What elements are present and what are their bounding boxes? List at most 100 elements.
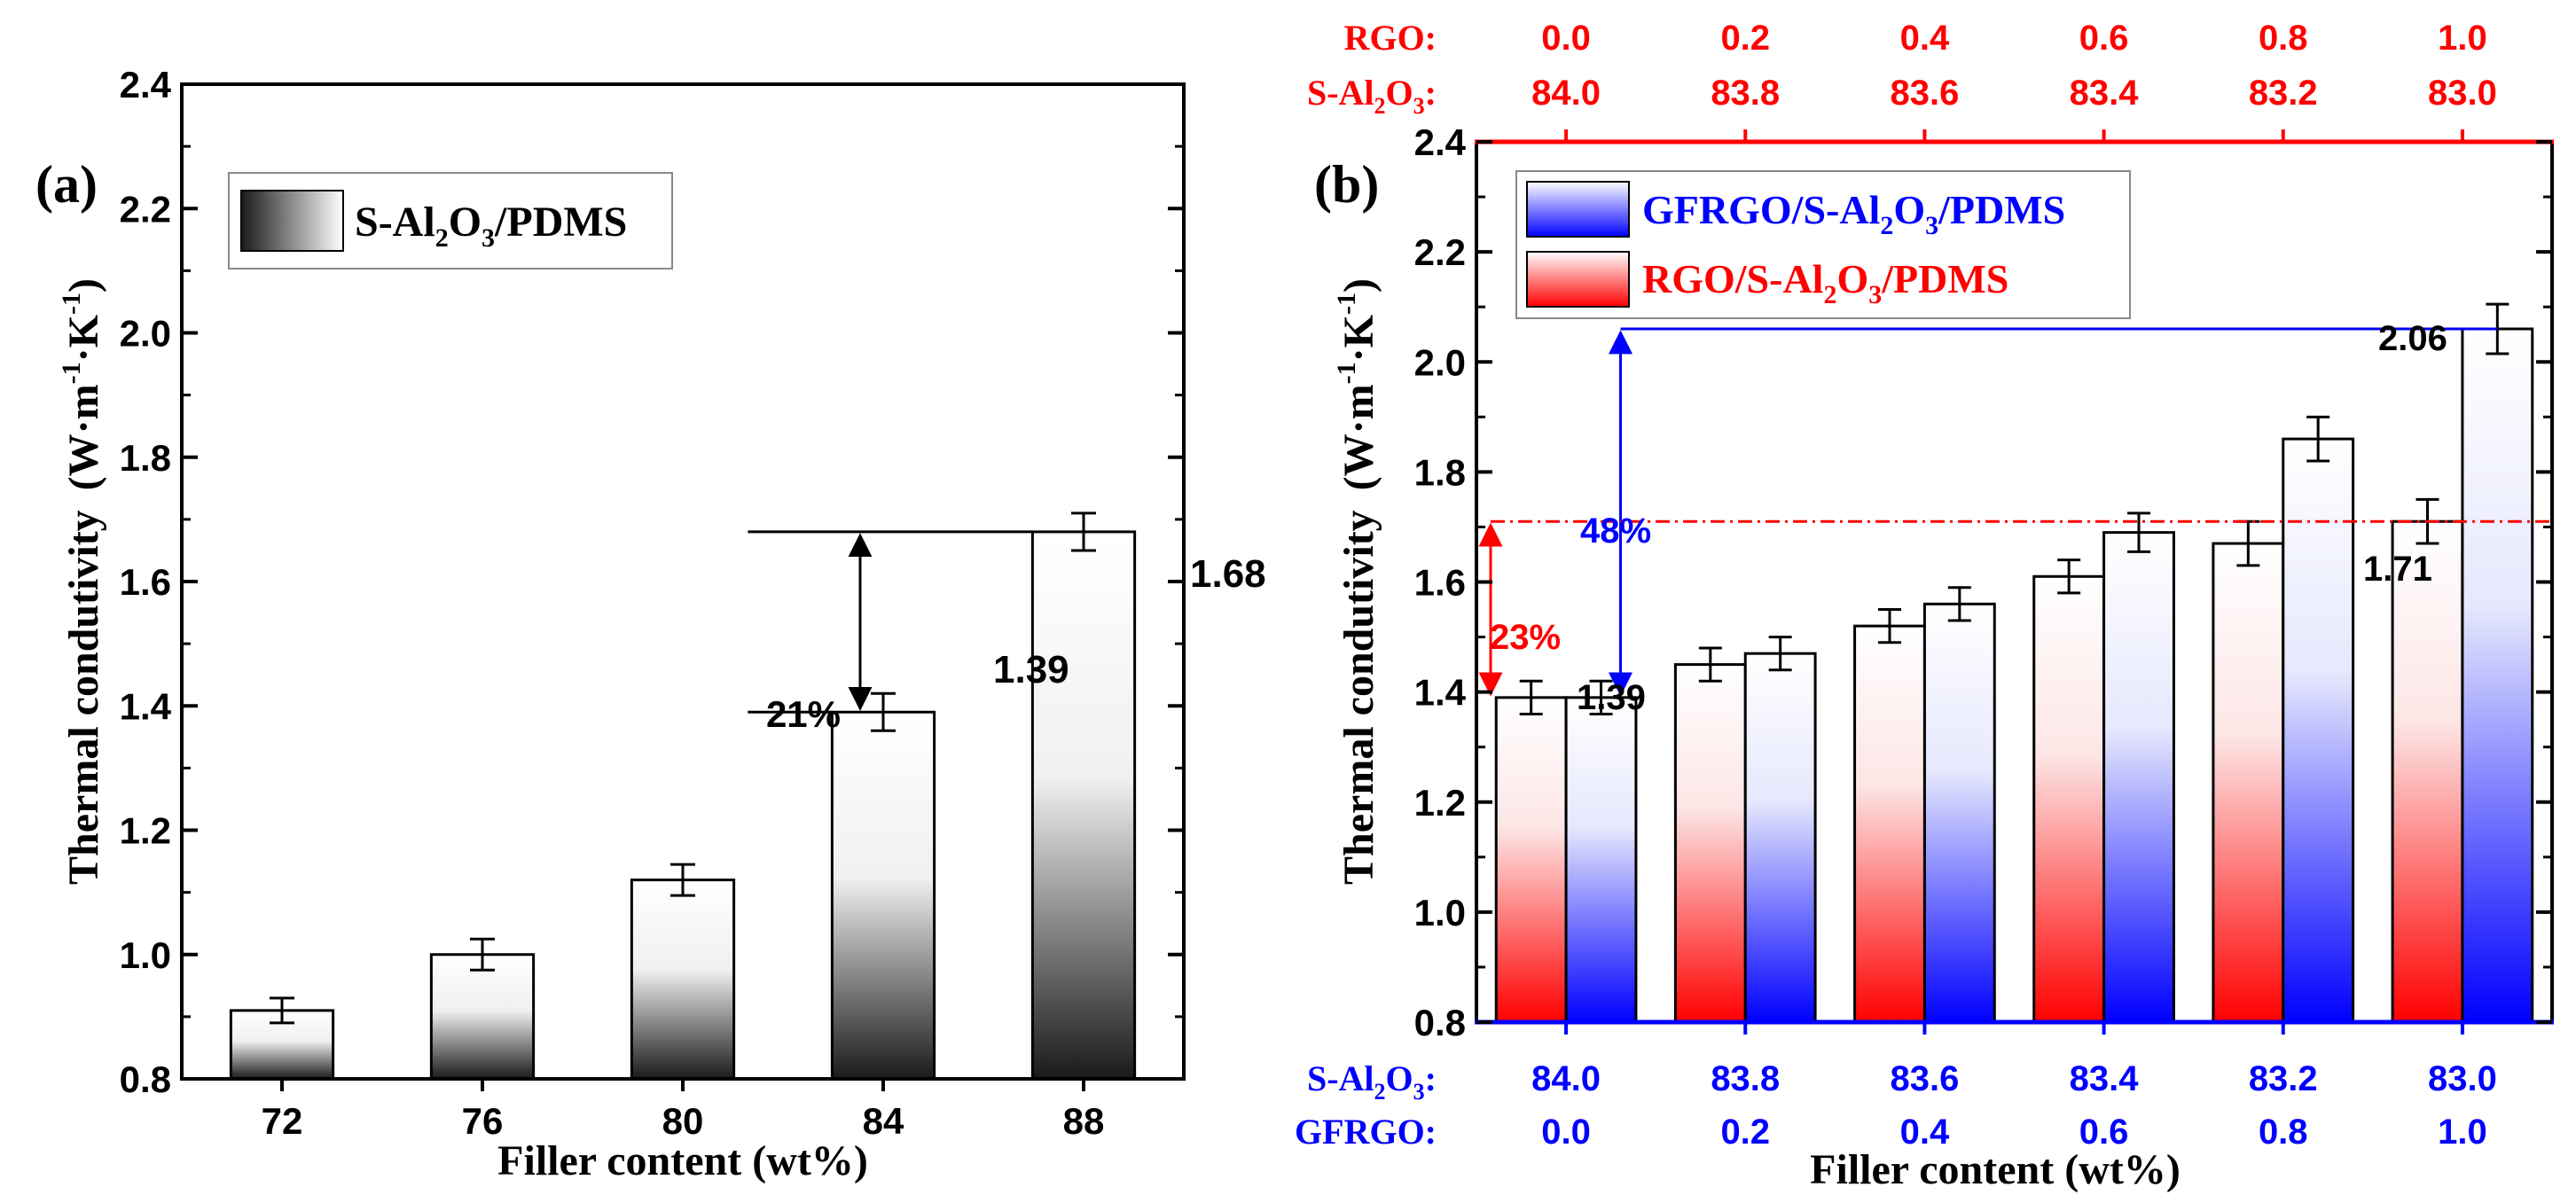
panel-b-top-row1-value-0: 0.0 — [1541, 19, 1591, 58]
panel-a-bracket — [748, 530, 1033, 714]
panel-a-ytick-label-0.8: 0.8 — [120, 1058, 171, 1100]
panel-b-bar-red-5 — [2391, 519, 2464, 1024]
panel-a-data-label-1.68: 1.68 — [1190, 552, 1266, 596]
panel-a-legend: S-Al2O3/PDMS — [228, 172, 673, 269]
panel-b-legend-text-red: RGO/S-Al2O3/PDMS — [1642, 256, 2008, 309]
panel-b-top-row1-label: RGO: — [1344, 18, 1437, 58]
panel-b-ytick-label-1.2: 1.2 — [1414, 782, 1466, 824]
panel-b-bottom-row2-value-0: 0.0 — [1541, 1113, 1591, 1152]
panel-a-annotation-21pct: 21% — [766, 693, 841, 735]
panel-a-xaxis: 72 76 80 84 88 — [262, 1079, 1105, 1142]
panel-b-xlabel: Filler content (wt%) — [1810, 1146, 2181, 1193]
panel-b-ytick-label-1.0: 1.0 — [1414, 892, 1466, 933]
panel-b-errorbars — [1519, 302, 2509, 715]
panel-a-xtick-label-72: 72 — [262, 1100, 303, 1142]
panel-b-top-row1-value-5: 1.0 — [2438, 19, 2487, 58]
panel-b-bar-red-1 — [1673, 663, 1747, 1024]
panel-b: 0.8 1.0 1.2 1.4 1.6 1.8 2.0 2.2 2.4 0.0 84.0 0.2 83… — [1295, 18, 2554, 1193]
panel-a-ytick-label-1.0: 1.0 — [120, 934, 171, 976]
panel-b-data-label-1.71: 1.71 — [2363, 550, 2432, 589]
panel-b-bottom-row1-value-2: 83.6 — [1890, 1059, 1959, 1098]
panel-b-top-row2-value-2: 83.6 — [1890, 74, 1959, 113]
panel-b-bottom-row1-value-5: 83.0 — [2428, 1059, 2497, 1098]
panel-b-ytick-label-0.8: 0.8 — [1414, 1002, 1466, 1043]
panel-b-bar-blue-2 — [1922, 602, 1996, 1024]
panel-b-legend-swatch-red — [1526, 251, 1630, 308]
panel-b-bar-blue-1 — [1743, 652, 1817, 1024]
panel-b-bars — [1494, 327, 2534, 1024]
panel-a-bar-84 — [830, 710, 936, 1081]
panel-a-ytick-label-2.2: 2.2 — [120, 188, 171, 230]
panel-b-bar-blue-3 — [2102, 531, 2175, 1024]
panel-a-yaxis: 0.8 1.0 1.2 1.4 1.6 1.8 2.0 2.2 2.4 — [120, 64, 1184, 1100]
panel-b-annotation-48pct: 48% — [1580, 512, 1651, 551]
panel-b-bottom-ticks: 84.0 0.0 83.8 0.2 83.6 0.4 83.4 0.6 83.2 0.8 83.0 1… — [1531, 1022, 2497, 1152]
panel-b-ylabel: Thermal condutivity(W·m-1·K-1) — [1332, 278, 1382, 885]
panel-b-top-row1-value-1: 0.2 — [1720, 19, 1770, 58]
panel-b-bar-red-0 — [1494, 696, 1568, 1024]
panel-b-reflines — [1478, 327, 2552, 697]
panel-a-bars — [229, 530, 1137, 1081]
panel-b-bottom-row2-value-3: 0.6 — [2079, 1113, 2129, 1152]
panel-b-bottom-row2-value-5: 1.0 — [2438, 1113, 2487, 1152]
panel-b-ytick-label-2.2: 2.2 — [1414, 231, 1466, 273]
panel-b-bottom-row2-value-1: 0.2 — [1720, 1113, 1770, 1152]
panel-b-ytick-label-1.8: 1.8 — [1414, 451, 1466, 493]
panel-b-top-row1-value-3: 0.6 — [2079, 19, 2129, 58]
panel-a-xtick-label-84: 84 — [863, 1100, 904, 1142]
panel-b-data-label-2.06: 2.06 — [2378, 319, 2447, 358]
panel-b-ytick-label-1.4: 1.4 — [1414, 672, 1467, 714]
panel-b-bottom-row2-value-4: 0.8 — [2259, 1113, 2308, 1152]
panel-b-yaxis: 0.8 1.0 1.2 1.4 1.6 1.8 2.0 2.2 2.4 — [1414, 121, 2552, 1043]
panel-b-label: (b) — [1314, 155, 1379, 214]
panel-a-legend-swatch — [240, 190, 344, 252]
panel-b-bar-blue-4 — [2282, 437, 2355, 1024]
panel-b-data-label-1.39: 1.39 — [1577, 678, 1646, 717]
panel-b-bottom-row1-label: S-Al2O3: — [1307, 1058, 1437, 1105]
panel-b-bar-red-2 — [1853, 624, 1926, 1024]
panel-b-ytick-label-1.6: 1.6 — [1414, 562, 1466, 604]
panel-a-xlabel: Filler content (wt%) — [497, 1137, 868, 1184]
panel-b-top-row1-value-4: 0.8 — [2259, 19, 2308, 58]
panel-b-bottom-row1-value-4: 83.2 — [2249, 1059, 2318, 1098]
panel-a-legend-text: S-Al2O3/PDMS — [355, 199, 627, 253]
panel-a-xtick-label-80: 80 — [662, 1100, 704, 1142]
panel-b-bar-red-4 — [2212, 542, 2285, 1024]
panel-a-ytick-label-1.6: 1.6 — [120, 561, 171, 603]
panel-b-legend-text-blue: GFRGO/S-Al2O3/PDMS — [1642, 187, 2065, 240]
panel-b-bottom-row1-value-3: 83.4 — [2070, 1059, 2140, 1098]
panel-b-top-row2-value-5: 83.0 — [2428, 74, 2497, 113]
panel-a-ytick-label-2.0: 2.0 — [120, 313, 171, 355]
panel-b-bottom-row1-value-1: 83.8 — [1711, 1059, 1780, 1098]
panel-a-errorbars — [270, 512, 1096, 1025]
panel-a-bar-76 — [429, 953, 536, 1081]
panel-b-top-row2-value-1: 83.8 — [1711, 74, 1780, 113]
panel-a-ytick-label-1.2: 1.2 — [120, 810, 171, 852]
panel-b-top-row2-value-4: 83.2 — [2249, 74, 2318, 113]
panel-b-legend: GFRGO/S-Al2O3/PDMS RGO/S-Al2O3/PDMS — [1515, 170, 2131, 319]
panel-b-ytick-label-2.4: 2.4 — [1414, 121, 1467, 163]
panel-a-ytick-label-1.4: 1.4 — [120, 685, 172, 727]
panel-b-top-row2-label: S-Al2O3: — [1307, 73, 1437, 119]
panel-b-bottom-row2-label: GFRGO: — [1295, 1112, 1437, 1152]
panel-a-data-label-1.39: 1.39 — [993, 648, 1069, 691]
panel-b-bottom-row1-value-0: 84.0 — [1531, 1059, 1601, 1098]
panel-a-label: (a) — [35, 155, 98, 214]
panel-a-xtick-label-88: 88 — [1063, 1100, 1105, 1142]
panel-b-top-ticks: 0.0 84.0 0.2 83.8 0.4 83.6 0.6 83.4 0.8 83.2 1.0 83… — [1531, 19, 2497, 142]
panel-a-xtick-label-76: 76 — [462, 1100, 504, 1142]
panel-a: 0.8 1.0 1.2 1.4 1.6 1.8 2.0 2.2 2.4 72 76 80 84 88 (… — [35, 64, 1266, 1184]
panel-b-annotation-23pct: 23% — [1490, 618, 1561, 657]
panel-b-legend-swatch-blue — [1526, 181, 1630, 238]
panel-a-ylabel: Thermal condutivity(W·m-1·K-1) — [57, 278, 107, 885]
panel-a-ytick-label-2.4: 2.4 — [120, 64, 172, 105]
panel-b-ytick-label-2.0: 2.0 — [1414, 341, 1466, 383]
panel-b-bar-blue-0 — [1564, 696, 1638, 1024]
panel-b-bar-blue-5 — [2461, 327, 2534, 1024]
panel-a-bar-88 — [1030, 530, 1137, 1081]
panel-b-bottom-row2-value-2: 0.4 — [1900, 1113, 1950, 1152]
panel-a-ytick-label-1.8: 1.8 — [120, 437, 171, 479]
panel-b-bar-red-3 — [2032, 574, 2106, 1024]
panel-a-bar-80 — [630, 879, 736, 1081]
